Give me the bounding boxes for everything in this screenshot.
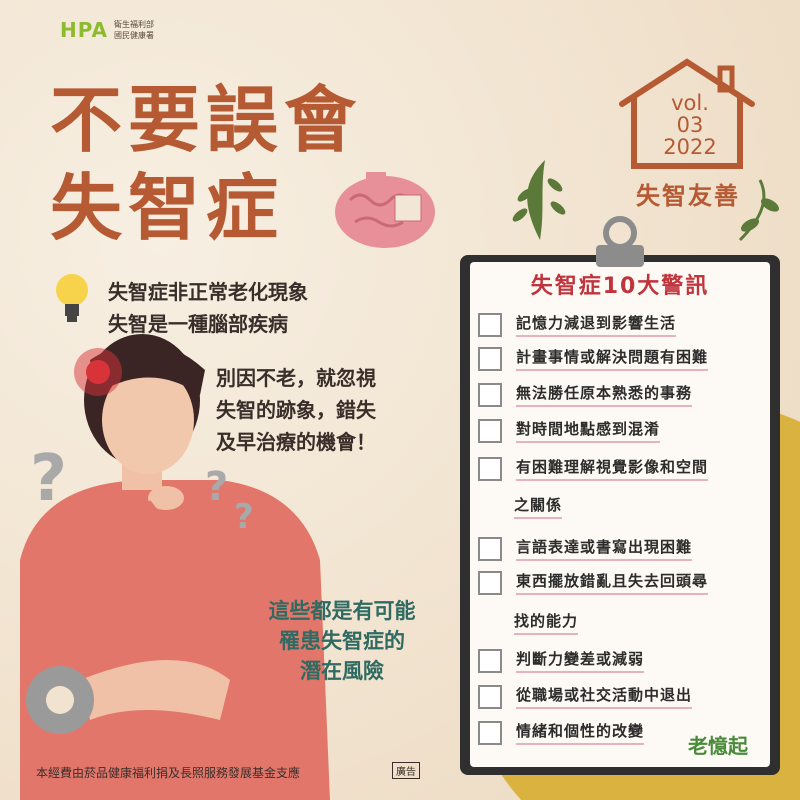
logo-org-line2: 國民健康署 [114, 31, 155, 40]
checklist-item[interactable]: 情緒和個性的改變 [478, 720, 645, 745]
risk-note: 這些都是有可能 罹患失智症的 潛在風險 [252, 596, 432, 686]
facts: 失智症非正常老化現象 失智是一種腦部疾病 [108, 276, 308, 340]
checklist-item-label: 東西擺放錯亂且失去回頭尋 [516, 570, 709, 595]
checkbox[interactable] [478, 684, 502, 709]
checklist-item[interactable]: 言語表達或書寫出現困難 [478, 536, 693, 561]
logo-org-line1: 衛生福利部 [114, 20, 155, 29]
checklist-item[interactable]: 從職場或社交活動中退出 [478, 684, 693, 709]
quote-line-3: 及早治療的機會！ [216, 430, 376, 454]
checklist-item-label: 情緒和個性的改變 [516, 720, 645, 745]
checkbox[interactable] [478, 648, 502, 673]
logo-org: 衛生福利部 國民健康署 [114, 19, 154, 41]
woman-illustration [20, 334, 330, 800]
checkbox[interactable] [478, 312, 502, 337]
lightbulb-icon [56, 274, 88, 322]
fact-1: 失智症非正常老化現象 [108, 280, 308, 304]
checklist-item-continued: 找的能力 [514, 610, 579, 635]
vol-label: vol. [671, 91, 709, 115]
plant-icon [512, 160, 780, 242]
checklist-item[interactable]: 有困難理解視覺影像和空間 [478, 456, 709, 481]
checklist-paper [470, 262, 770, 767]
checklist-item-label: 對時間地點感到混淆 [516, 418, 661, 443]
checkbox[interactable] [478, 536, 502, 561]
svg-text:?: ? [234, 497, 254, 537]
checklist-item-label: 記憶力減退到影響生活 [516, 312, 677, 337]
checklist-item-label: 從職場或社交活動中退出 [516, 684, 693, 709]
footer-funding-note: 本經費由菸品健康福利捐及長照服務發展基金支應 [36, 766, 301, 780]
risk-line-2: 罹患失智症的 [279, 629, 405, 653]
checklist-item[interactable]: 記憶力減退到影響生活 [478, 312, 677, 337]
risk-line-1: 這些都是有可能 [268, 599, 416, 623]
title-line1: 不要誤會 [50, 78, 363, 162]
house-icon [619, 58, 755, 169]
ad-badge: 廣告 [392, 762, 420, 779]
svg-text:?: ? [205, 464, 228, 510]
clip-icon [596, 216, 644, 267]
checkbox[interactable] [478, 720, 502, 745]
hpa-logo: HPA 衛生福利部 國民健康署 [60, 18, 154, 42]
series-label: 失智友善 [636, 182, 740, 210]
volume-badge: vol. 03 2022 [640, 92, 740, 158]
fact-2: 失智是一種腦部疾病 [108, 312, 288, 336]
quote-line-1: 別因不老，就忽視 [216, 366, 376, 390]
checkbox[interactable] [478, 418, 502, 443]
checklist-item[interactable]: 東西擺放錯亂且失去回頭尋 [478, 570, 709, 595]
risk-line-3: 潛在風險 [300, 659, 384, 683]
checklist-title: 失智症10大警訊 [530, 274, 710, 299]
checkbox[interactable] [478, 346, 502, 371]
gear-icon [26, 666, 94, 734]
checklist-item-label: 有困難理解視覺影像和空間 [516, 456, 709, 481]
logo-mark: HPA [60, 18, 109, 42]
checklist-item-continued: 之關係 [514, 494, 563, 519]
quote: 別因不老，就忽視 失智的跡象，錯失 及早治療的機會！ [216, 362, 376, 458]
vol-number: 03 [676, 113, 704, 137]
checklist-item-label: 無法勝任原本熟悉的事務 [516, 382, 693, 407]
checklist-item[interactable]: 無法勝任原本熟悉的事務 [478, 382, 693, 407]
vol-year: 2022 [663, 135, 717, 159]
checkbox[interactable] [478, 570, 502, 595]
quote-line-2: 失智的跡象，錯失 [216, 398, 376, 422]
campaign-logo: 老憶起 [688, 734, 748, 758]
svg-text:?: ? [30, 442, 67, 516]
checklist-item-label: 言語表達或書寫出現困難 [516, 536, 693, 561]
brain-icon [335, 172, 435, 248]
checklist-item[interactable]: 對時間地點感到混淆 [478, 418, 661, 443]
checklist-item-label: 判斷力變差或減弱 [516, 648, 645, 673]
title-line2: 失智症 [50, 166, 285, 250]
question-mark-icons: ? ? ? [30, 442, 254, 537]
checklist-item-label: 計畫事情或解決問題有困難 [516, 346, 709, 371]
checklist-item[interactable]: 計畫事情或解決問題有困難 [478, 346, 709, 371]
checklist-item[interactable]: 判斷力變差或減弱 [478, 648, 645, 673]
checkbox[interactable] [478, 382, 502, 407]
checkbox[interactable] [478, 456, 502, 481]
